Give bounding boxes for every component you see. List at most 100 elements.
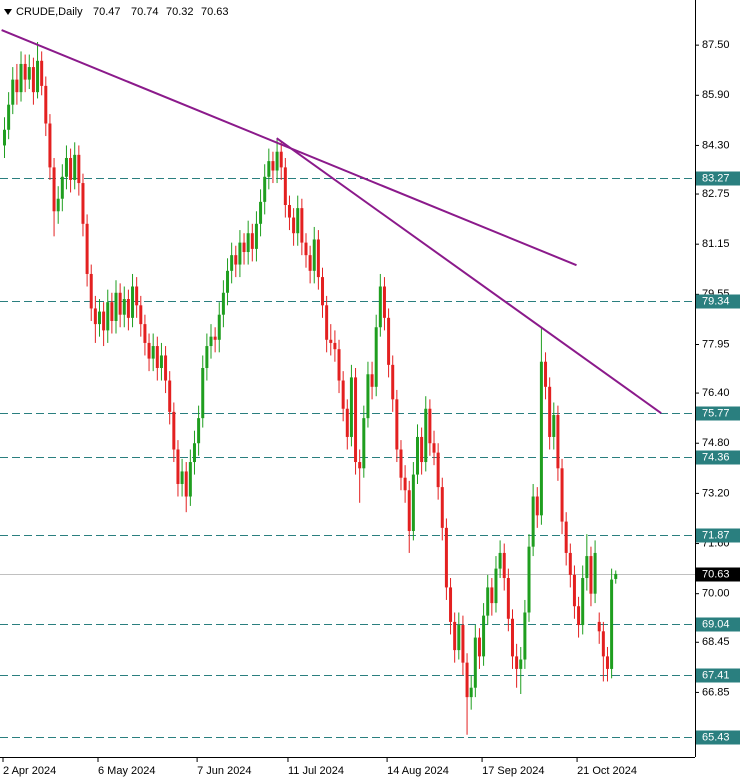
candle-body (374, 327, 378, 387)
candle-body (122, 299, 126, 315)
candle-body (81, 183, 85, 224)
current-price-label: 70.63 (702, 568, 730, 580)
candle-body (296, 208, 300, 234)
candle-body (544, 361, 548, 387)
candle-body (477, 637, 481, 657)
menu-arrow[interactable] (4, 9, 12, 15)
candle-body (164, 355, 168, 381)
candle-body (589, 556, 593, 594)
candle-body (246, 233, 250, 253)
candle-body (345, 408, 349, 437)
candle-body (420, 436, 424, 463)
candle-body (36, 60, 40, 93)
level-label-box (696, 668, 740, 683)
candle-body (221, 292, 225, 315)
candle-body (11, 79, 15, 105)
candle-body (77, 154, 81, 184)
candle-body (180, 471, 184, 484)
ohlc-low: 70.32 (166, 6, 194, 18)
candle-body (486, 587, 490, 616)
candle-body (321, 277, 325, 306)
candle-body (597, 621, 601, 632)
level-label: 79.34 (702, 295, 730, 307)
candle-body (473, 637, 477, 688)
x-tick-label: 11 Jul 2024 (288, 765, 344, 777)
level-label: 83.27 (702, 172, 730, 184)
candle-body (510, 618, 514, 657)
candle-body (395, 399, 399, 450)
y-tick-label: 68.45 (702, 636, 730, 648)
candle-body (316, 239, 320, 278)
candle-body (139, 305, 143, 325)
candle-body (102, 311, 106, 331)
candle-body (515, 656, 519, 669)
candle-body (432, 443, 436, 453)
candle-body (548, 386, 552, 437)
candle-body (391, 364, 395, 400)
candle-body (490, 587, 494, 604)
candle-body (568, 552, 572, 575)
candle-body (147, 342, 151, 359)
candle-body (461, 625, 465, 663)
y-tick-label: 76.40 (702, 387, 730, 399)
candle-body (230, 255, 234, 271)
candle-body (126, 299, 130, 318)
candle-body (275, 151, 279, 171)
candle-body (428, 408, 432, 444)
level-label-box (696, 617, 740, 632)
candle-body (378, 286, 382, 328)
level-label: 71.87 (702, 529, 730, 541)
candle-body (312, 239, 316, 271)
candle-body (552, 415, 556, 437)
candle-body (64, 157, 68, 177)
candle-body (539, 361, 543, 516)
candle-body (469, 687, 473, 698)
ohlc-high: 70.74 (131, 6, 159, 18)
candle-body (118, 292, 122, 315)
candle-body (155, 346, 159, 368)
candle-body (60, 176, 64, 199)
candle-body (502, 552, 506, 579)
candle-body (259, 201, 263, 224)
candle-body (581, 578, 585, 626)
x-tick-label: 21 Oct 2024 (577, 765, 637, 777)
candle-body (370, 374, 374, 387)
candle-body (366, 374, 370, 419)
x-tick-label: 14 Aug 2024 (387, 765, 449, 777)
candle-body (93, 308, 97, 325)
y-tick-label: 66.85 (702, 686, 730, 698)
x-tick-label: 17 Sep 2024 (482, 765, 544, 777)
candle-body (399, 449, 403, 478)
candle-body (192, 443, 196, 463)
level-label: 74.36 (702, 451, 730, 463)
candle-body (349, 377, 353, 437)
candle-body (436, 452, 440, 488)
candle-body (52, 167, 56, 212)
candle-body (48, 123, 52, 168)
candle-body (31, 67, 35, 93)
candle-body (411, 474, 415, 531)
candle-body (69, 157, 73, 180)
candle-body (354, 377, 358, 463)
candle-body (7, 104, 11, 130)
candle-body (168, 380, 172, 412)
candle-body (614, 573, 618, 579)
candle-body (73, 154, 77, 180)
current-price-box (696, 567, 740, 582)
candle-body (131, 286, 135, 318)
level-label: 75.77 (702, 407, 730, 419)
candle-body (242, 242, 246, 253)
candle-body (535, 496, 539, 516)
candle-body (605, 656, 609, 669)
plot-area (0, 29, 695, 738)
y-tick-label: 70.00 (702, 588, 730, 600)
y-tick-label: 81.15 (702, 238, 730, 250)
candle-body (457, 625, 461, 651)
candle-body (226, 270, 230, 293)
candle-body (506, 578, 510, 619)
candle-body (440, 487, 444, 528)
candle-body (184, 471, 188, 497)
candle-body (217, 314, 221, 340)
